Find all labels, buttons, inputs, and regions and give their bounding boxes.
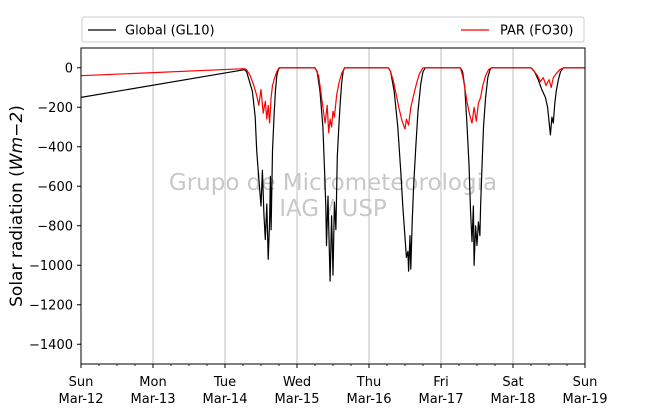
legend-box [81,16,585,43]
y-tick-label: −800 [37,219,73,234]
x-axis: Sun Mar-12 Mon Mar-13 Tue Mar-14 Wed Mar-15 Thu M… [59,364,608,407]
y-tick-label: −600 [37,180,73,195]
x-tick-day-label: Thu [356,375,381,390]
x-tick-date-label: Mar-14 [203,392,248,407]
y-tick-label: 0 [65,61,73,76]
watermark-line-1: Grupo de Micrometeorologia [169,170,497,196]
legend-label-global: Global (GL10) [125,24,215,39]
x-tick-day-label: Mon [139,375,166,390]
legend: Global (GL10) PAR (FO30) [81,16,585,43]
y-axis-label-text: Solar radiation [7,182,27,307]
y-axis-unit-text: Wm−2 [7,112,27,170]
x-tick-date-label: Mar-12 [59,392,104,407]
x-tick-day-label: Sun [573,375,598,390]
y-tick-label: −1000 [29,259,73,274]
x-tick-day-label: Sun [69,375,94,390]
watermark-line-2: IAG / USP [279,196,387,222]
x-tick-date-label: Mar-19 [563,392,608,407]
x-tick-day-label: Sat [502,375,523,390]
x-tick-date-label: Mar-16 [347,392,392,407]
x-tick-date-label: Mar-15 [275,392,320,407]
y-axis-label-unit: (Wm−2) [7,105,27,182]
x-tick-date-label: Mar-17 [419,392,464,407]
x-tick-day-label: Fri [433,375,449,390]
x-tick-day-label: Wed [283,375,311,390]
y-axis: 0 −200 −400 −600 −800 −1000 −1200 −1400 [29,61,81,353]
series-layer [80,67,585,282]
x-tick-day-label: Tue [213,375,236,390]
y-tick-label: −400 [37,140,73,155]
x-tick-date-label: Mar-18 [491,392,536,407]
watermark: Grupo de Micrometeorologia IAG / USP [169,170,497,222]
y-tick-label: −200 [37,101,73,116]
series-line-par [80,67,585,134]
legend-label-par: PAR (FO30) [500,24,573,39]
y-axis-label: Solar radiation (Wm−2) [7,105,27,307]
y-tick-label: −1200 [29,298,73,313]
x-tick-date-label: Mar-13 [131,392,176,407]
y-tick-label: −1400 [29,338,73,353]
grid-layer [152,48,514,364]
